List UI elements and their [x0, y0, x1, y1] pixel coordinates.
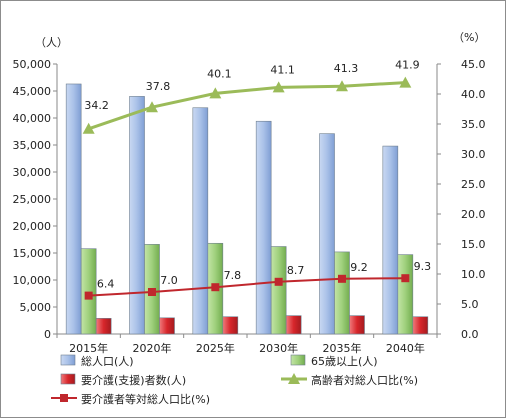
marker-elderly-ratio	[272, 81, 285, 93]
y-left-tick-label: 40,000	[13, 112, 52, 125]
bar-total-population	[129, 96, 145, 335]
data-label-care-ratio: 8.7	[287, 264, 305, 277]
bar-care-recipients	[159, 317, 175, 335]
x-tick-label: 2020年	[133, 341, 172, 355]
legend-label-care-recipients: 要介護(支援)者数(人)	[81, 373, 186, 387]
data-label-elderly-ratio: 40.1	[207, 67, 232, 80]
bar-aged-65-plus	[334, 251, 350, 335]
marker-care-ratio	[401, 274, 410, 283]
legend-label-elderly-ratio: 高齢者対総人口比(%)	[311, 373, 418, 387]
line-elderly-ratio	[88, 81, 406, 131]
legend-label-total-population: 総人口(人)	[81, 354, 134, 368]
bar-care-recipients	[222, 316, 239, 335]
marker-elderly-ratio	[146, 101, 158, 113]
y-left-unit-label: （人）	[35, 36, 68, 49]
y-left-tick-label: 10,000	[13, 274, 52, 287]
y-right-tick-label: 15.0	[461, 238, 486, 251]
y-left-tick-label: 15,000	[13, 247, 52, 260]
bar-care-recipients	[349, 315, 365, 335]
marker-elderly-ratio	[209, 87, 222, 99]
bar-aged-65-plus	[397, 254, 414, 335]
bar-total-population	[382, 145, 399, 335]
data-labels: 34.2 37.8 40.1 41.1 41.3 41.9 6.4 7.0 7.8 8.7 9.2 9…	[84, 59, 431, 291]
data-label-care-ratio: 7.0	[160, 274, 178, 287]
y-left-tick-label: 0	[44, 328, 51, 341]
y-right-tick-label: 35.0	[461, 118, 486, 131]
y-right-tick-label: 40.0	[461, 88, 486, 101]
line-care-ratio	[88, 277, 406, 297]
y-right-tick-label: 5.0	[461, 298, 479, 311]
data-label-elderly-ratio: 41.1	[270, 63, 295, 76]
bars	[65, 83, 429, 335]
data-label-care-ratio: 6.4	[97, 278, 115, 291]
y-left-tick-label: 30,000	[13, 166, 52, 179]
bar-care-recipients	[412, 316, 429, 335]
y-right-unit-label: （%）	[453, 31, 485, 44]
legend-marker-care-ratio	[60, 394, 68, 402]
marker-care-ratio	[274, 277, 283, 286]
y-right-tick-label: 0.0	[461, 328, 479, 341]
legend-swatch-total-population	[60, 354, 76, 366]
bar-total-population	[65, 83, 82, 335]
bar-care-recipients	[285, 315, 302, 335]
legend-marker-elderly-ratio	[288, 373, 300, 384]
y-left-tick-label: 25,000	[13, 193, 52, 206]
marker-elderly-ratio	[336, 80, 348, 92]
x-tick-label: 2040年	[386, 341, 425, 355]
lines	[82, 76, 412, 300]
data-label-elderly-ratio: 34.2	[84, 99, 109, 112]
data-label-elderly-ratio: 41.9	[395, 59, 420, 72]
data-label-elderly-ratio: 37.8	[146, 80, 171, 93]
marker-elderly-ratio	[82, 122, 95, 134]
marker-care-ratio	[211, 283, 220, 292]
x-tick-label: 2030年	[259, 341, 298, 355]
x-tick-label: 2035年	[323, 341, 362, 355]
data-label-care-ratio: 9.2	[350, 261, 368, 274]
y-right-tick-label: 25.0	[461, 178, 486, 191]
legend: 総人口(人) 65歳以上(人) 要介護(支援)者数(人) 高齢者対総人口比(%) 要介護…	[51, 354, 418, 406]
marker-care-ratio	[338, 274, 346, 283]
y-left-tick-label: 45,000	[13, 85, 52, 98]
legend-swatch-aged-65-plus	[290, 354, 306, 366]
marker-elderly-ratio	[399, 76, 412, 88]
x-tick-label: 2025年	[196, 341, 235, 355]
data-label-elderly-ratio: 41.3	[334, 62, 359, 75]
y-left-tick-label: 50,000	[13, 58, 52, 71]
bar-total-population	[319, 133, 335, 335]
y-right-tick-label: 20.0	[461, 208, 486, 221]
bar-total-population	[192, 107, 209, 335]
data-label-care-ratio: 9.3	[414, 260, 432, 273]
marker-care-ratio	[84, 291, 93, 300]
y-left-tick-label: 35,000	[13, 139, 52, 152]
data-label-care-ratio: 7.8	[224, 269, 242, 282]
y-right-tick-label: 30.0	[461, 148, 486, 161]
y-left-tick-label: 5,000	[20, 301, 52, 314]
marker-care-ratio	[148, 288, 156, 296]
legend-swatch-care-recipients	[60, 373, 76, 385]
legend-label-care-ratio: 要介護者等対総人口比(%)	[81, 392, 210, 406]
legend-label-aged-65-plus: 65歳以上(人)	[311, 355, 378, 368]
y-right-tick-label: 45.0	[461, 58, 486, 71]
bar-care-recipients	[95, 318, 112, 335]
y-right-tick-label: 10.0	[461, 268, 486, 281]
bar-aged-65-plus	[270, 246, 287, 335]
bar-aged-65-plus	[80, 248, 97, 335]
y-left-tick-label: 20,000	[13, 220, 52, 233]
axes: 0 5,000 10,000 15,000 20,000 25,000 30,000 35,0…	[13, 31, 486, 355]
bar-total-population	[255, 120, 272, 335]
x-tick-label: 2015年	[69, 341, 108, 355]
